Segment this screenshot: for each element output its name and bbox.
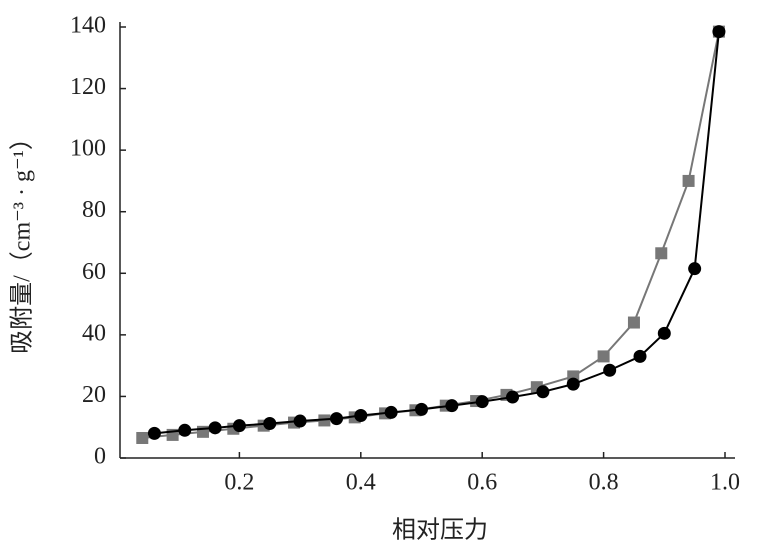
circle-marker: [688, 262, 702, 276]
y-axis-label: 吸附量/（cm⁻³ · g⁻¹）: [9, 126, 36, 354]
circle-marker: [384, 405, 398, 419]
square-marker: [627, 316, 640, 329]
circle-marker: [445, 399, 459, 413]
circle-marker: [208, 421, 222, 435]
square-marker: [655, 247, 668, 260]
series-line: [142, 31, 720, 439]
square-marker: [136, 431, 149, 444]
square-marker: [682, 174, 695, 187]
y-tick-label: 0: [94, 444, 106, 470]
y-tick-label: 100: [70, 136, 106, 162]
y-tick-label: 80: [82, 197, 106, 223]
x-tick-label: 0.4: [346, 470, 376, 496]
square-marker: [597, 350, 610, 363]
circle-marker: [293, 414, 307, 428]
x-tick-label: 1.0: [710, 470, 740, 496]
series-line: [154, 31, 720, 435]
x-tick-label: 0.8: [589, 470, 619, 496]
x-axis-label: 相对压力: [392, 517, 488, 544]
circle-marker: [603, 363, 617, 377]
x-tick-label: 0.2: [224, 470, 254, 496]
square-marker: [318, 414, 331, 427]
circle-marker: [536, 385, 550, 399]
circle-marker: [712, 25, 726, 39]
circle-marker: [566, 377, 580, 391]
y-tick-label: 140: [70, 13, 106, 39]
circle-marker: [506, 390, 520, 404]
x-tick-label: 0.6: [467, 470, 497, 496]
circle-marker: [232, 419, 246, 433]
circle-marker: [633, 349, 647, 363]
circle-marker: [263, 417, 277, 431]
circle-marker: [657, 326, 671, 340]
circle-marker: [178, 423, 192, 437]
circle-marker: [147, 426, 161, 440]
y-tick-label: 20: [82, 382, 106, 408]
circle-marker: [415, 402, 428, 416]
y-tick-label: 120: [70, 74, 106, 100]
y-tick-label: 60: [82, 259, 106, 285]
circle-marker: [354, 409, 368, 423]
circle-marker: [475, 395, 489, 409]
circle-marker: [330, 412, 344, 426]
y-tick-label: 40: [82, 320, 106, 346]
